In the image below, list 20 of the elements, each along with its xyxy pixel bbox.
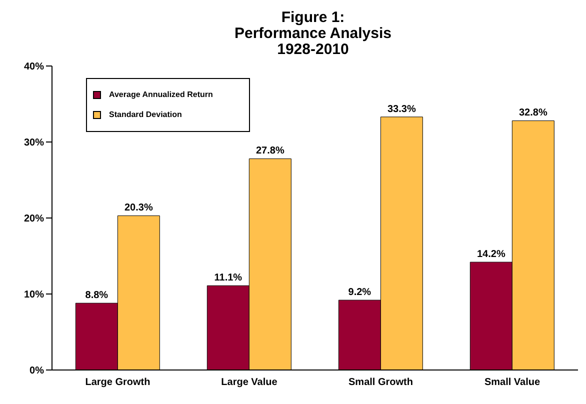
legend-label: Standard Deviation xyxy=(109,109,182,121)
x-tick-label: Small Value xyxy=(484,377,540,388)
x-tick-label: Large Growth xyxy=(85,377,150,388)
data-label: 8.8% xyxy=(85,290,108,302)
y-tick-label: 30% xyxy=(24,138,44,149)
data-label: 20.3% xyxy=(124,202,153,214)
x-tick-label: Large Value xyxy=(221,377,278,388)
data-label: 27.8% xyxy=(256,146,284,157)
y-tick-label: 10% xyxy=(24,290,44,301)
data-label: 14.2% xyxy=(476,249,506,260)
y-tick-label: 40% xyxy=(24,62,44,73)
x-tick-label: Small Growth xyxy=(348,377,413,388)
data-label: 32.8% xyxy=(518,108,548,119)
legend-label: Average Annualized Return xyxy=(109,89,213,101)
y-tick-label: 20% xyxy=(24,214,44,225)
data-label: 11.1% xyxy=(214,272,242,284)
chart-title: Figure 1: Performance Analysis 1928-2010 xyxy=(233,9,393,58)
data-label: 33.3% xyxy=(387,104,416,115)
data-label: 9.2% xyxy=(348,287,372,298)
y-tick-label: 0% xyxy=(30,366,44,377)
